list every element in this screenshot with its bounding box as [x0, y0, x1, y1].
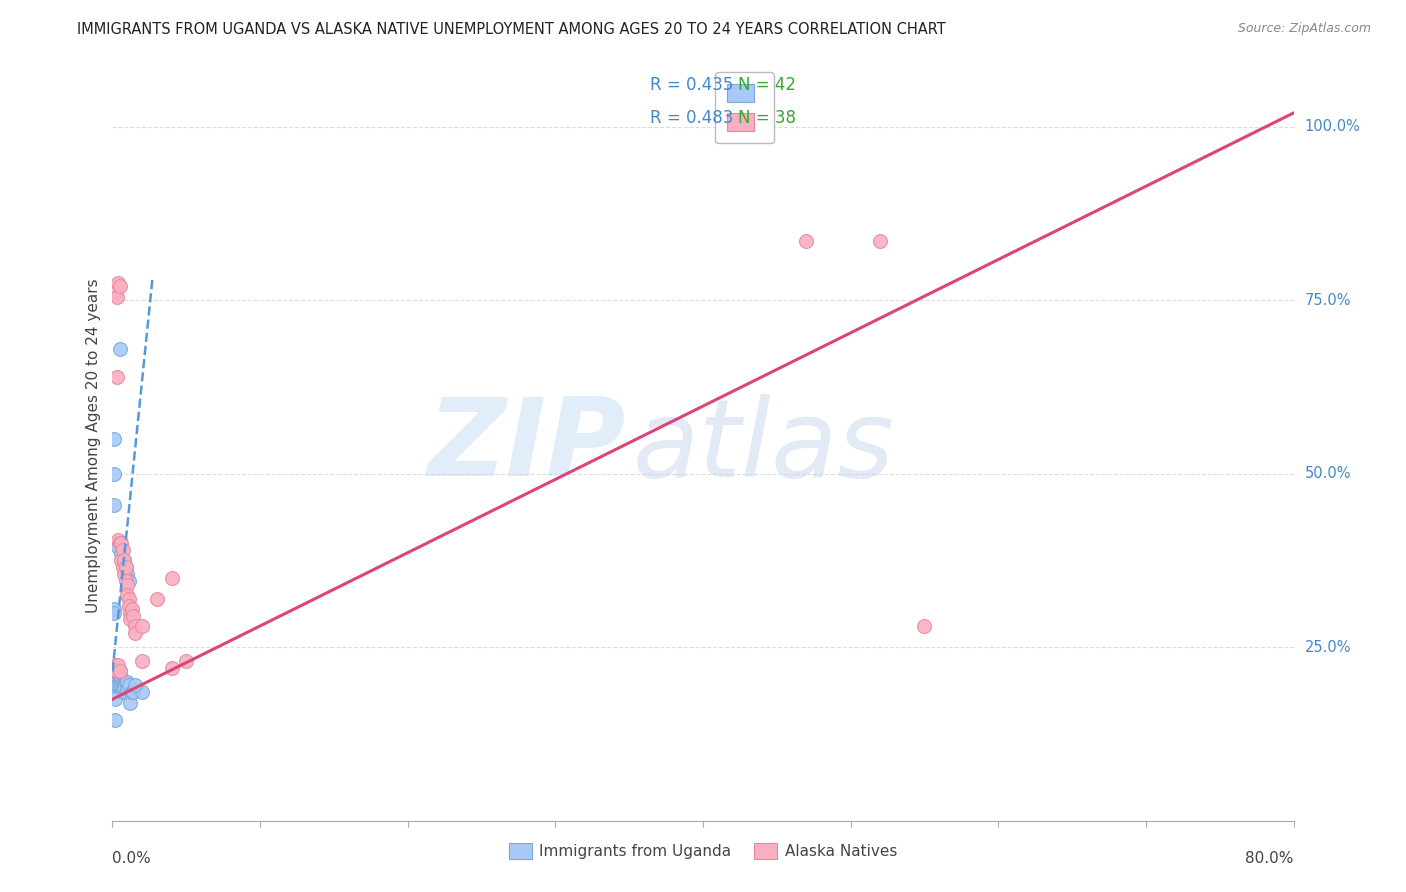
Point	[105, 678, 128, 692]
Point	[103, 606, 125, 620]
Point	[111, 678, 134, 692]
Text: Source: ZipAtlas.com: Source: ZipAtlas.com	[1237, 22, 1371, 36]
Point	[103, 498, 125, 512]
Text: R = 0.483: R = 0.483	[650, 109, 733, 127]
Text: R = 0.435: R = 0.435	[650, 76, 733, 94]
Point	[108, 279, 131, 293]
Point	[105, 665, 128, 679]
Point	[112, 553, 135, 567]
Point	[124, 626, 146, 640]
Point	[118, 574, 141, 589]
Text: 75.0%: 75.0%	[1305, 293, 1351, 308]
Point	[118, 599, 141, 613]
Point	[117, 567, 138, 582]
Point	[111, 685, 134, 699]
Text: IMMIGRANTS FROM UGANDA VS ALASKA NATIVE UNEMPLOYMENT AMONG AGES 20 TO 24 YEARS C: IMMIGRANTS FROM UGANDA VS ALASKA NATIVE …	[77, 22, 946, 37]
Point	[124, 619, 146, 633]
Point	[104, 713, 127, 727]
Point	[118, 678, 141, 692]
Point	[122, 685, 145, 699]
Point	[108, 678, 131, 692]
Point	[112, 553, 135, 567]
Point	[104, 286, 127, 301]
Point	[107, 657, 129, 672]
Point	[146, 591, 169, 606]
Point	[110, 553, 132, 567]
Point	[131, 619, 153, 633]
Legend: Immigrants from Uganda, Alaska Natives: Immigrants from Uganda, Alaska Natives	[502, 838, 904, 865]
Point	[110, 536, 132, 550]
Point	[160, 661, 183, 675]
Point	[114, 674, 136, 689]
Point	[131, 654, 153, 668]
Text: atlas: atlas	[633, 393, 894, 499]
Point	[105, 369, 128, 384]
Point	[121, 602, 143, 616]
Point	[124, 678, 146, 692]
Text: 100.0%: 100.0%	[1305, 120, 1361, 135]
Point	[108, 536, 131, 550]
Text: 80.0%: 80.0%	[1246, 851, 1294, 866]
Point	[103, 665, 125, 679]
Point	[104, 665, 127, 679]
Point	[914, 619, 936, 633]
Text: 0.0%: 0.0%	[112, 851, 152, 866]
Point	[110, 678, 132, 692]
Point	[112, 678, 135, 692]
Point	[107, 672, 129, 686]
Point	[105, 290, 128, 304]
Point	[110, 547, 132, 561]
Point	[108, 665, 131, 679]
Text: ZIP: ZIP	[427, 393, 626, 499]
Point	[120, 612, 142, 626]
Point	[108, 672, 131, 686]
Point	[103, 678, 125, 692]
Point	[108, 665, 131, 679]
Y-axis label: Unemployment Among Ages 20 to 24 years: Unemployment Among Ages 20 to 24 years	[86, 278, 101, 614]
Point	[174, 654, 197, 668]
Point	[117, 588, 138, 602]
Point	[108, 342, 131, 356]
Point	[107, 678, 129, 692]
Point	[869, 235, 891, 249]
Point	[104, 657, 127, 672]
Point	[114, 560, 136, 574]
Point	[114, 560, 136, 574]
Point	[796, 235, 818, 249]
Point	[105, 665, 128, 679]
Point	[117, 578, 138, 592]
Point	[121, 685, 143, 699]
Point	[131, 685, 153, 699]
Point	[103, 467, 125, 481]
Point	[107, 540, 129, 554]
Point	[120, 696, 142, 710]
Point	[112, 681, 135, 696]
Text: N = 42: N = 42	[738, 76, 796, 94]
Point	[103, 602, 125, 616]
Point	[104, 692, 127, 706]
Point	[114, 574, 136, 589]
Point	[120, 606, 142, 620]
Point	[107, 665, 129, 679]
Point	[111, 543, 134, 558]
Text: 50.0%: 50.0%	[1305, 467, 1351, 482]
Point	[107, 276, 129, 290]
Point	[117, 674, 138, 689]
Point	[118, 591, 141, 606]
Point	[103, 432, 125, 446]
Point	[107, 533, 129, 547]
Point	[111, 560, 134, 574]
Point	[112, 567, 135, 582]
Point	[114, 685, 136, 699]
Text: 25.0%: 25.0%	[1305, 640, 1351, 655]
Text: N = 38: N = 38	[738, 109, 796, 127]
Point	[160, 571, 183, 585]
Point	[117, 681, 138, 696]
Point	[122, 609, 145, 624]
Point	[105, 665, 128, 679]
Point	[110, 672, 132, 686]
